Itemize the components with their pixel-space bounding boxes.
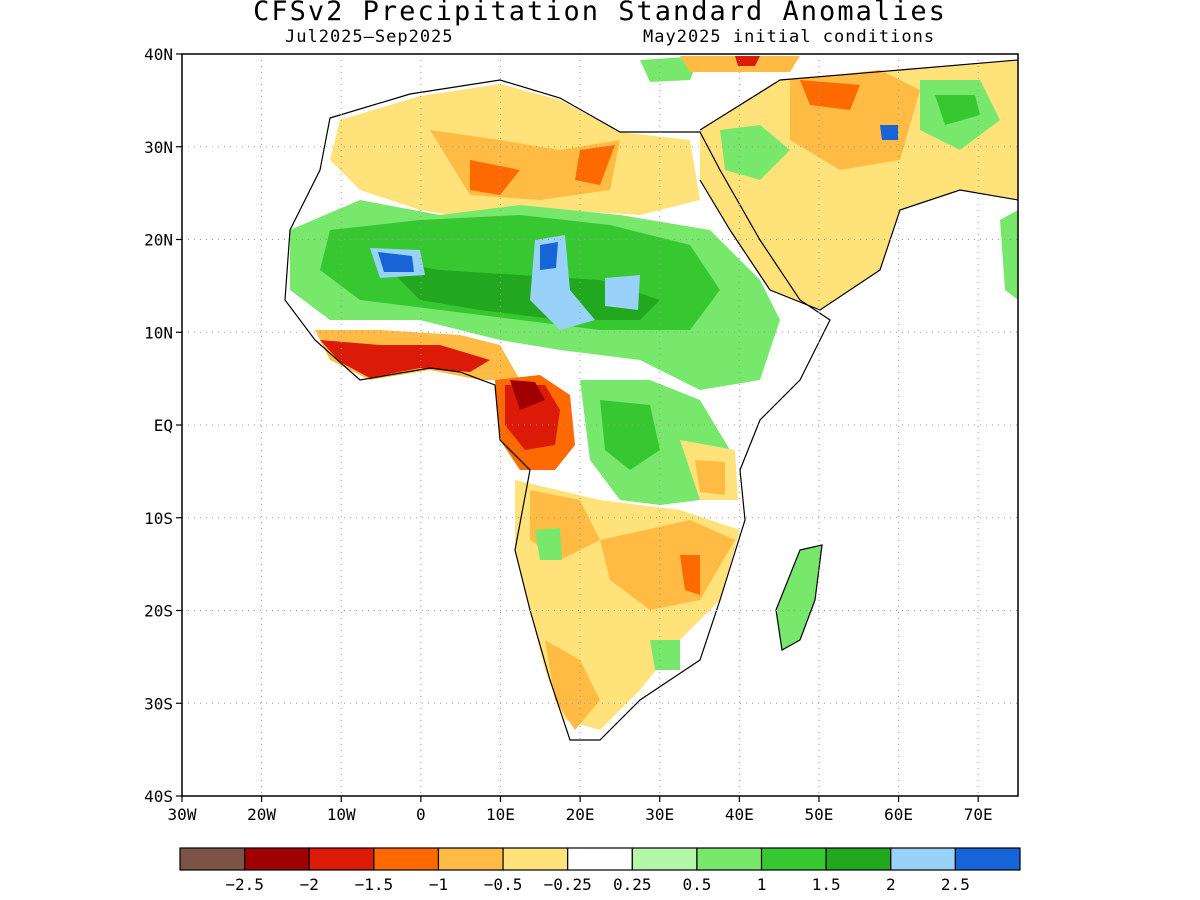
madagascar-coastline: [775, 544, 823, 651]
legend-swatch: [696, 847, 763, 871]
anomaly-field: [285, 56, 1018, 740]
legend-label: 0.5: [682, 875, 711, 894]
lon-tick-label: 60E: [884, 805, 913, 824]
legend-label: −1.5: [355, 875, 394, 894]
legend-label: −1: [429, 875, 448, 894]
legend-swatch: [825, 847, 892, 871]
legend-swatch: [502, 847, 569, 871]
lat-tick-label: 20S: [144, 602, 173, 621]
graticule: [182, 54, 1018, 796]
color-legend: −2.5 −2 −1.5 −1 −0.5 −0.25 0.25 0.5 1 1.5 2 2.5: [179, 847, 1021, 894]
legend-swatch: [308, 847, 375, 871]
lon-tick-label: 50E: [804, 805, 833, 824]
legend-swatch: [567, 847, 633, 871]
lon-tick-label: 10W: [327, 805, 356, 824]
africa-coastline: [284, 79, 831, 741]
lat-tick-label: 40S: [144, 787, 173, 806]
longitude-axis: 30W 20W 10W 0 10E 20E 30E 40E 50E 60E 70E: [168, 796, 993, 824]
legend-label: −2: [300, 875, 319, 894]
arabia-coastline: [699, 59, 1018, 311]
legend-label: −2.5: [225, 875, 264, 894]
initial-conditions: May2025 initial conditions: [643, 27, 936, 47]
legend-swatch: [373, 847, 440, 871]
lat-tick-label: 20N: [144, 231, 173, 250]
lon-tick-label: 30W: [168, 805, 197, 824]
lon-tick-label: 40E: [725, 805, 754, 824]
lon-tick-label: 0: [416, 805, 426, 824]
forecast-period: Jul2025–Sep2025: [285, 27, 454, 47]
lat-tick-label: 30N: [144, 138, 173, 157]
lon-tick-label: 20E: [566, 805, 595, 824]
lon-tick-label: 10E: [486, 805, 515, 824]
lat-tick-label: EQ: [154, 416, 173, 435]
lon-tick-label: 70E: [964, 805, 993, 824]
legend-swatch: [631, 847, 698, 871]
legend-swatch: [179, 847, 246, 871]
legend-swatch: [954, 847, 1021, 871]
legend-label: 1.5: [812, 875, 841, 894]
legend-label: 1: [757, 875, 767, 894]
legend-label: 0.25: [613, 875, 652, 894]
lat-tick-label: 40N: [144, 45, 173, 64]
legend-swatch: [437, 847, 504, 871]
legend-label: 2: [886, 875, 896, 894]
legend-swatch: [760, 847, 827, 871]
legend-swatch: [890, 847, 956, 871]
map-title: CFSv2 Precipitation Standard Anomalies: [253, 0, 947, 27]
lat-tick-label: 10S: [144, 509, 173, 528]
lon-tick-label: 20W: [247, 805, 276, 824]
latitude-axis: 40N 30N 20N 10N EQ 10S 20S 30S 40S: [144, 45, 182, 806]
legend-label: −0.5: [484, 875, 523, 894]
legend-label: 2.5: [941, 875, 970, 894]
lat-tick-label: 30S: [144, 694, 173, 713]
coastlines: [284, 59, 1018, 741]
lon-tick-label: 30E: [645, 805, 674, 824]
legend-label: −0.25: [544, 875, 592, 894]
lat-tick-label: 10N: [144, 323, 173, 342]
legend-swatch: [244, 847, 310, 871]
